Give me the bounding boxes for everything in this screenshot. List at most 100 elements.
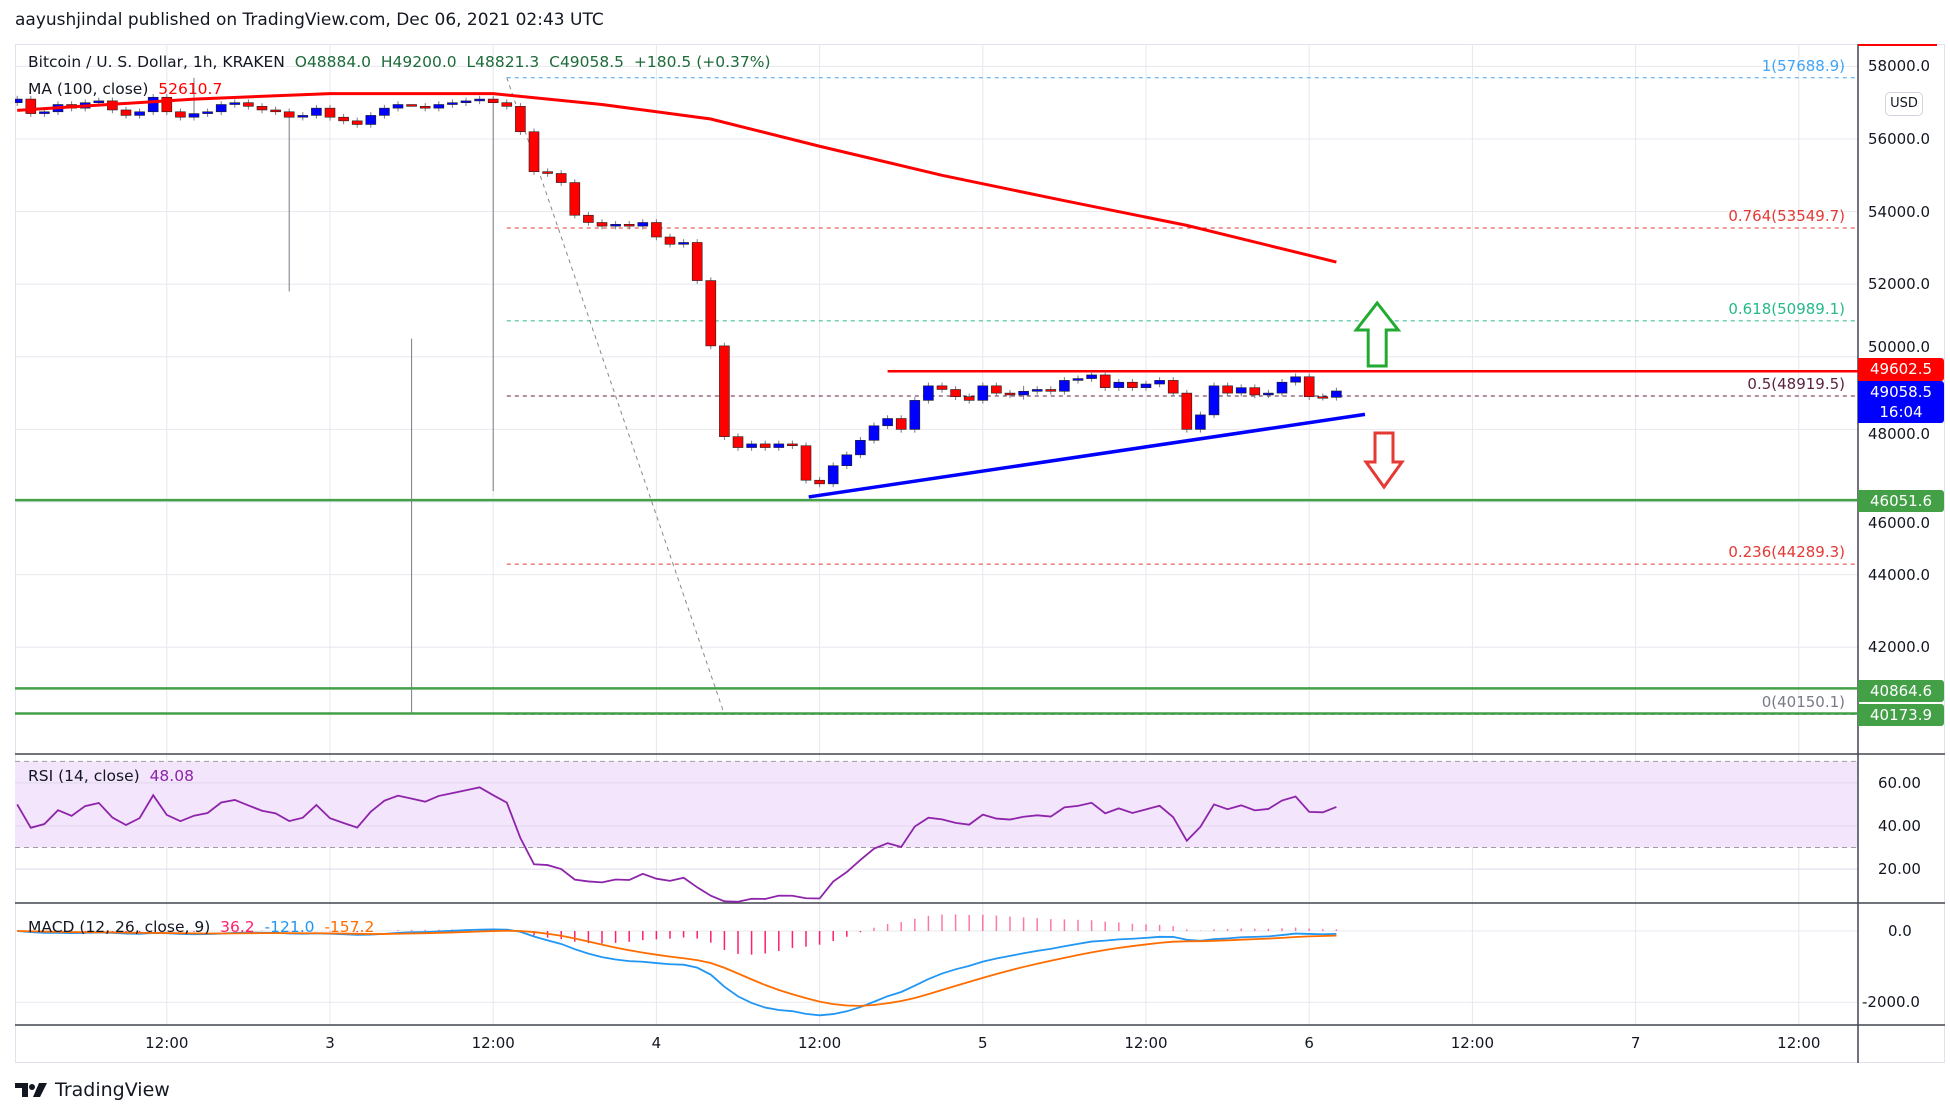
candle xyxy=(746,440,757,451)
last-price-badge: 49058.5 16:04 xyxy=(1858,381,1944,423)
candle-body xyxy=(188,113,200,118)
candle-body xyxy=(1222,385,1233,394)
candle xyxy=(936,382,948,393)
candle-body xyxy=(15,98,23,103)
candle-body xyxy=(419,106,431,109)
macd-legend[interactable]: MACD (12, 26, close, 9) 36.2 -121.0 -157… xyxy=(28,918,374,936)
ma-value: 52610.7 xyxy=(158,80,223,98)
change-value: +180.5 (+0.37%) xyxy=(633,53,771,71)
candle-body xyxy=(977,385,989,401)
candle xyxy=(147,93,159,116)
candle xyxy=(1154,377,1165,388)
candle xyxy=(691,239,703,284)
currency-button[interactable]: USD xyxy=(1885,92,1923,116)
candle xyxy=(1072,375,1084,384)
candle-body xyxy=(392,104,404,109)
candle xyxy=(392,101,404,112)
macd-value: -121.0 xyxy=(264,918,315,936)
candle-body xyxy=(814,479,825,485)
candle-body xyxy=(515,106,526,133)
candle xyxy=(977,382,989,404)
price-tick-label: 48000.0 xyxy=(1868,425,1931,443)
candle-body xyxy=(270,109,281,113)
candle xyxy=(651,219,662,241)
candle-body xyxy=(1113,381,1125,388)
published-header: aayushjindal published on TradingView.co… xyxy=(15,10,604,30)
time-tick-label: 4 xyxy=(651,1034,662,1052)
candle-body xyxy=(583,214,594,223)
price-tick-label: 46000.0 xyxy=(1868,514,1931,532)
rsi-legend[interactable]: RSI (14, close) 48.08 xyxy=(28,767,194,785)
candle xyxy=(814,476,825,488)
fib-level-label: 0.618(50989.1) xyxy=(1728,299,1845,318)
candle-body xyxy=(1004,392,1016,396)
candle-body xyxy=(324,107,336,118)
macd-tick-label: -2000.0 xyxy=(1862,993,1920,1012)
candle-body xyxy=(120,109,132,116)
candle-body xyxy=(963,396,975,401)
time-tick-label: 6 xyxy=(1304,1034,1314,1052)
candle xyxy=(270,106,281,116)
candle xyxy=(787,440,798,450)
candle-body xyxy=(936,385,948,390)
candle xyxy=(351,117,363,128)
candle-body xyxy=(1235,387,1247,394)
tradingview-logo[interactable]: TradingView xyxy=(15,1079,170,1101)
candle-body xyxy=(909,400,921,430)
candle-body xyxy=(787,443,798,447)
candle xyxy=(338,113,349,125)
fib-anchor-line xyxy=(506,77,725,715)
rsi-line xyxy=(16,786,1337,903)
support-badge-1: 46051.6 xyxy=(1858,490,1944,512)
candle-body xyxy=(610,224,621,227)
candle xyxy=(419,103,431,112)
candle xyxy=(1331,387,1342,401)
candle xyxy=(1127,378,1138,391)
symbol-name: Bitcoin / U. S. Dollar, 1h, KRAKEN xyxy=(28,53,285,71)
candle-body xyxy=(555,173,567,183)
candle xyxy=(1140,380,1152,391)
candle-body xyxy=(773,443,785,448)
price-tick-label: 50000.0 xyxy=(1868,338,1931,356)
candle xyxy=(1276,378,1288,397)
candle xyxy=(773,440,785,451)
low-value: L48821.3 xyxy=(466,53,540,71)
support-badge-2: 40864.6 xyxy=(1858,680,1944,702)
candle-body xyxy=(1072,378,1084,381)
candle xyxy=(297,112,309,121)
candle-body xyxy=(1045,389,1057,392)
candle-body xyxy=(39,111,50,114)
candle xyxy=(963,393,975,404)
candle-body xyxy=(1181,392,1193,430)
candle-body xyxy=(664,236,676,245)
price-tick-label: 42000.0 xyxy=(1868,638,1931,657)
candle-body xyxy=(705,280,717,347)
macd-hist-value: 36.2 xyxy=(220,918,255,936)
candle-body xyxy=(175,111,186,118)
candle-body xyxy=(1195,414,1206,430)
candle xyxy=(882,415,893,430)
candle xyxy=(1099,371,1111,391)
last-price: 49058.5 xyxy=(1869,383,1933,401)
time-tick-label: 12:00 xyxy=(145,1034,189,1052)
candle xyxy=(379,104,390,119)
candle-body xyxy=(569,182,581,216)
candle xyxy=(474,95,485,105)
logo-text: TradingView xyxy=(55,1079,170,1101)
candle-body xyxy=(732,436,744,448)
candle xyxy=(637,219,649,230)
ma-legend[interactable]: MA (100, close) 52610.7 xyxy=(28,80,222,98)
close-value: C49058.5 xyxy=(549,53,625,71)
candle-body xyxy=(460,100,472,104)
candle-body xyxy=(406,104,417,107)
candle-body xyxy=(1263,392,1274,396)
candle-body xyxy=(651,222,662,238)
fib-level-label: 1(57688.9) xyxy=(1761,56,1845,75)
candle xyxy=(827,462,839,488)
time-tick-label: 5 xyxy=(978,1034,988,1052)
candle-body xyxy=(1031,389,1043,392)
up-arrow-icon xyxy=(1353,300,1402,368)
candle xyxy=(841,451,853,469)
time-tick-label: 3 xyxy=(325,1034,335,1052)
